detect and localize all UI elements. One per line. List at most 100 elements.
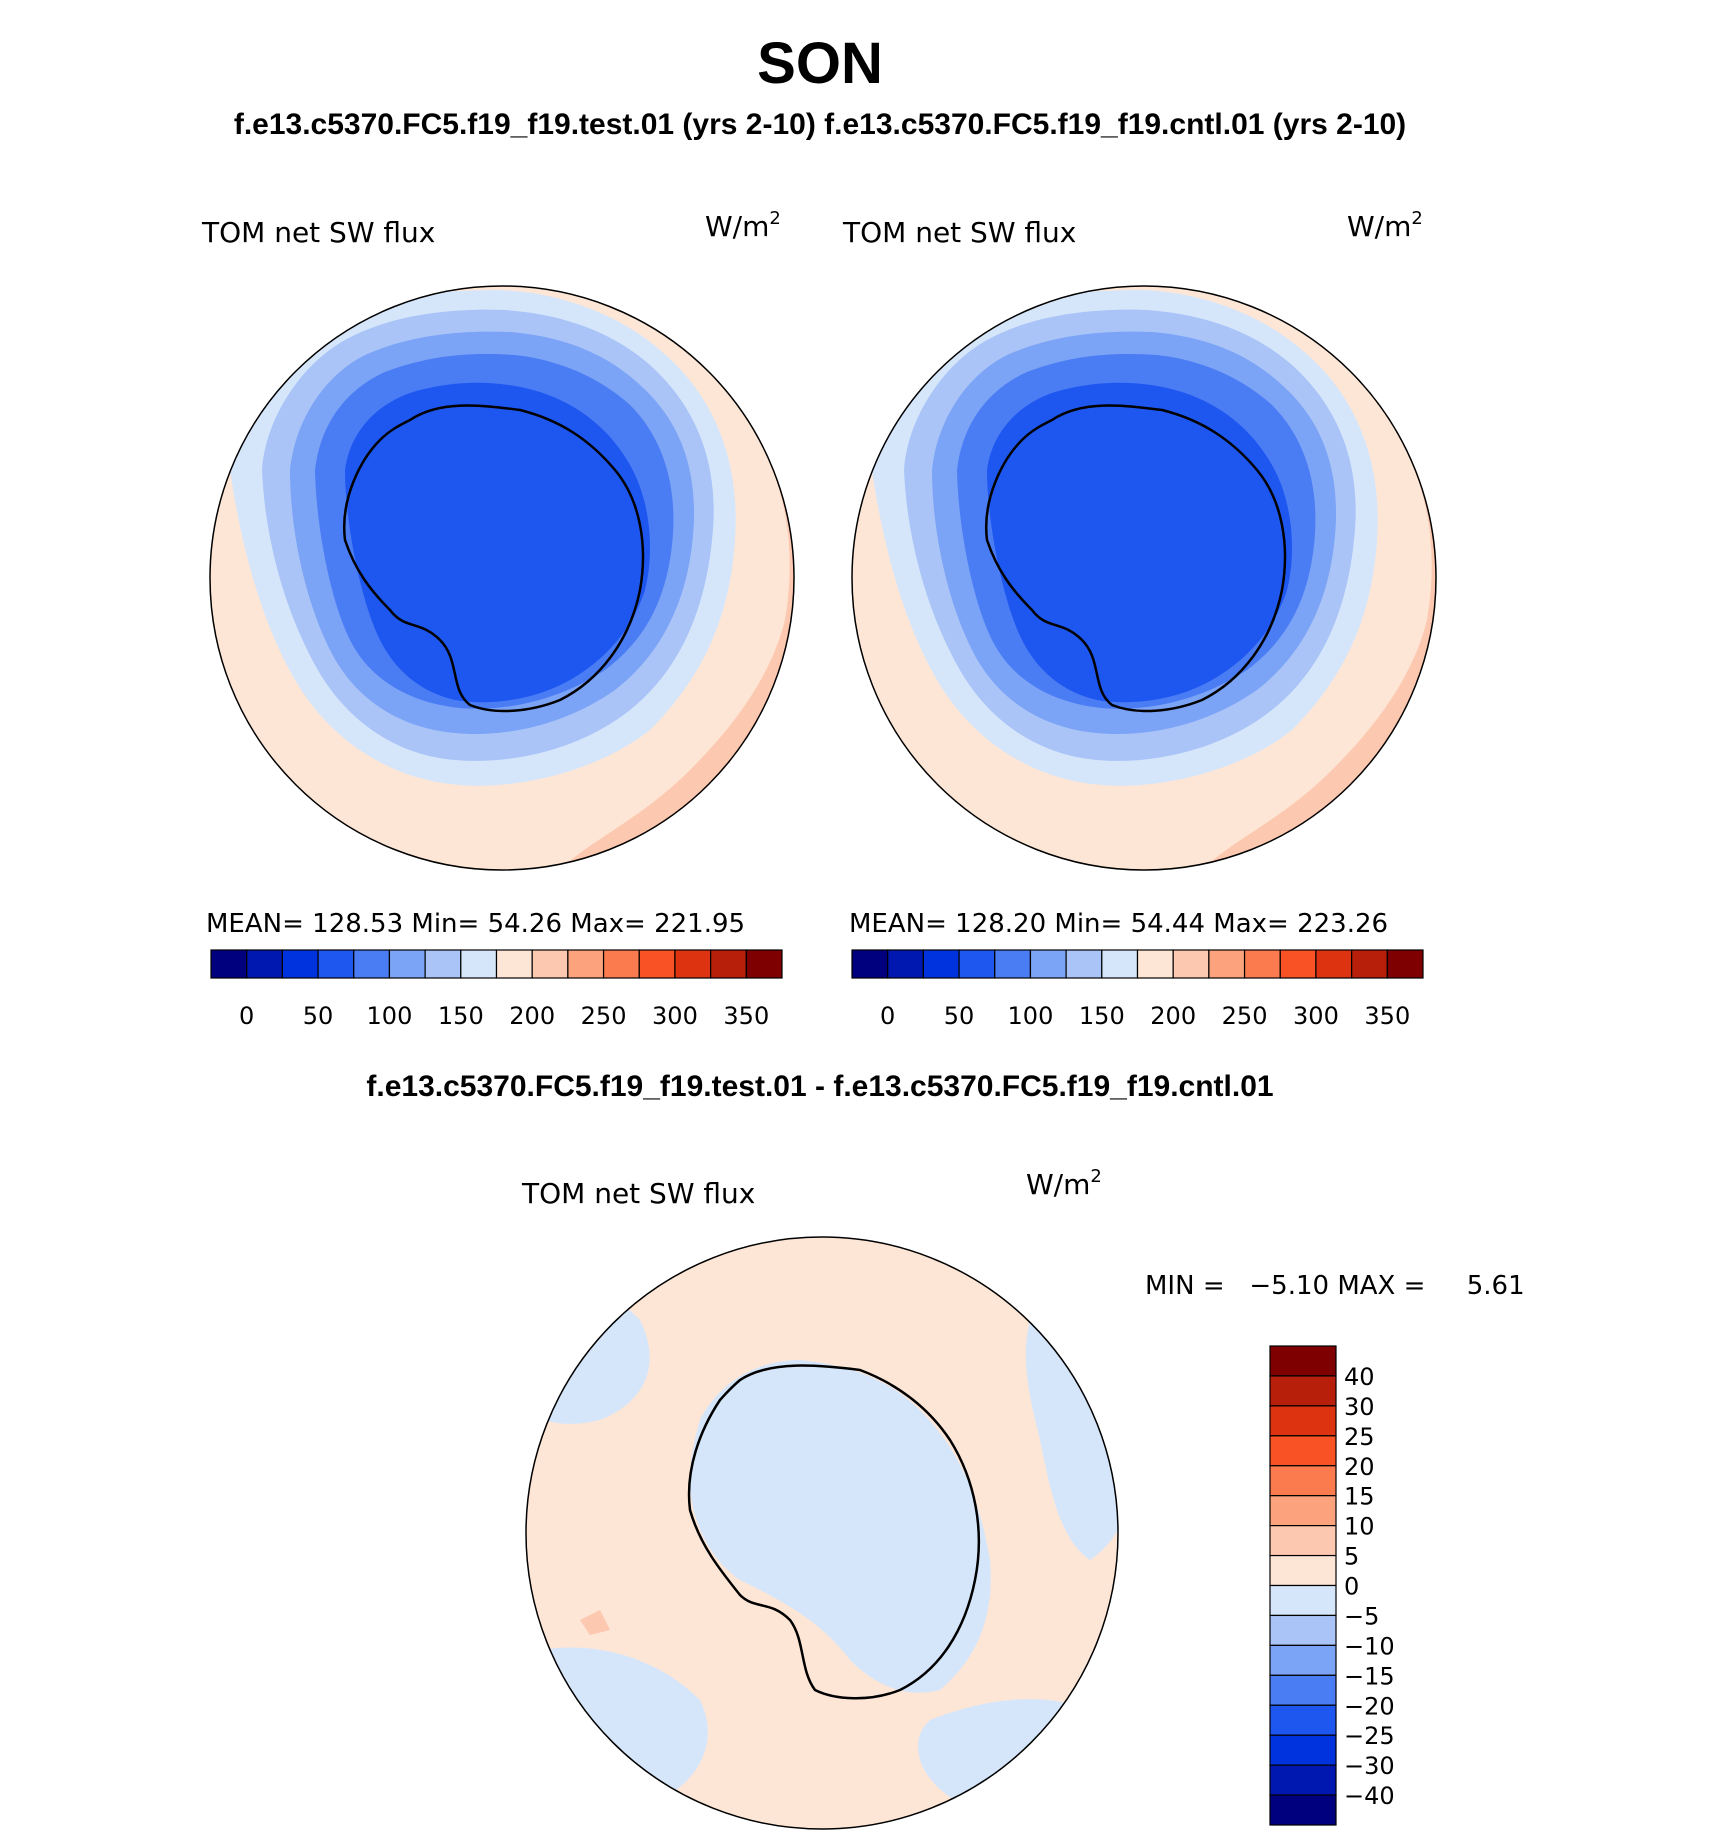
- colorbar-test-tick-label: 50: [303, 1002, 334, 1030]
- colorbar-difference-tick-label: −5: [1344, 1602, 1379, 1630]
- colorbar-test-swatch: [567, 949, 605, 979]
- panel-diff-stats: MIN = −5.10 MAX = 5.61: [1145, 1271, 1525, 1301]
- map-border-control: [851, 285, 1437, 871]
- colorbar-test-swatch: [353, 949, 391, 979]
- colorbar-test-swatch: [281, 949, 319, 979]
- colorbar-difference-tick-label: 10: [1344, 1513, 1375, 1541]
- colorbar-control-swatch: [922, 949, 960, 979]
- colorbar-test-tick-label: 150: [438, 1002, 484, 1030]
- page-title: SON: [757, 31, 883, 96]
- colorbar-difference-tick-label: −30: [1344, 1752, 1395, 1780]
- panel-test-stats: MEAN= 128.53 Min= 54.26 Max= 221.95: [206, 909, 745, 939]
- colorbar-difference-swatch: [1269, 1644, 1337, 1676]
- colorbar-difference-swatch: [1269, 1674, 1337, 1706]
- colorbar-difference-tick-label: −15: [1344, 1662, 1395, 1690]
- colorbar-control-swatch: [994, 949, 1032, 979]
- panel-test: TOM net SW flux W/m2 MEAN= 128.53 Min= 5…: [201, 208, 795, 1030]
- colorbar-difference-swatch: [1269, 1405, 1337, 1437]
- map-border-difference: [525, 1236, 1119, 1830]
- colorbar-control-swatch: [958, 949, 996, 979]
- colorbar-test-tick-label: 300: [652, 1002, 698, 1030]
- colorbar-test-swatch: [388, 949, 426, 979]
- panel-diff-variable: TOM net SW flux: [521, 1177, 755, 1210]
- polar-map-control: [852, 286, 1436, 870]
- map-border-test: [209, 285, 795, 871]
- colorbar-control: 0 50 100 150 200 250 300 350: [851, 949, 1424, 1030]
- colorbar-difference-tick-label: 5: [1344, 1543, 1359, 1571]
- colorbar-control-swatch: [851, 949, 889, 979]
- colorbar-difference-swatch: [1269, 1614, 1337, 1646]
- colorbar-difference-swatch: [1269, 1794, 1337, 1826]
- colorbar-difference-tick-label: 15: [1344, 1483, 1375, 1511]
- colorbar-difference-swatch: [1269, 1584, 1337, 1617]
- colorbar-difference-tick-label: 0: [1344, 1573, 1359, 1601]
- colorbar-difference-tick-label: 40: [1344, 1363, 1375, 1391]
- colorbar-control-swatch: [1136, 949, 1174, 979]
- colorbar-control-swatch: [887, 949, 924, 979]
- coastline-test: [342, 404, 645, 713]
- colorbar-test-swatch: [531, 949, 569, 979]
- colorbar-difference-swatch: [1269, 1435, 1337, 1467]
- colorbar-difference-tick-label: 25: [1344, 1423, 1375, 1451]
- colorbar-control-swatch: [1243, 949, 1281, 979]
- colorbar-difference-swatch: [1269, 1465, 1337, 1497]
- colorbar-control-swatch: [1172, 949, 1210, 979]
- colorbar-test-tick-label: 0: [239, 1002, 254, 1030]
- colorbar-difference-tick-label: −10: [1344, 1632, 1395, 1660]
- polar-map-difference: [526, 1237, 1118, 1829]
- colorbar-test-swatch: [424, 949, 462, 979]
- colorbar-control-swatch: [1279, 949, 1317, 979]
- colorbar-control-tick-label: 250: [1222, 1002, 1268, 1030]
- colorbar-test-swatch: [317, 949, 355, 979]
- colorbar-control-swatch: [1208, 949, 1246, 979]
- colorbar-difference-swatch: [1269, 1495, 1337, 1527]
- coastline-difference: [687, 1364, 981, 1700]
- page-subtitle: f.e13.c5370.FC5.f19_f19.test.01 (yrs 2-1…: [233, 108, 1407, 141]
- colorbar-test-swatch: [638, 949, 676, 979]
- colorbar-difference-swatch: [1269, 1764, 1337, 1796]
- colorbar-difference-tick-label: −40: [1344, 1782, 1395, 1810]
- colorbar-test-swatch: [674, 949, 712, 979]
- colorbar-test-tick-label: 350: [723, 1002, 769, 1030]
- colorbar-test-swatch: [745, 949, 783, 979]
- colorbar-control-tick-label: 50: [944, 1002, 975, 1030]
- colorbar-control-swatch: [1065, 949, 1103, 979]
- colorbar-difference-swatch: [1269, 1554, 1337, 1587]
- colorbar-test-tick-label: 100: [367, 1002, 413, 1030]
- colorbar-difference-tick-label: −20: [1344, 1692, 1395, 1720]
- panel-diff-units: W/m2: [1026, 1166, 1102, 1201]
- panel-control-stats: MEAN= 128.20 Min= 54.44 Max= 223.26: [849, 909, 1388, 939]
- colorbar-control-tick-label: 350: [1364, 1002, 1410, 1030]
- colorbar-control-tick-label: 150: [1079, 1002, 1125, 1030]
- colorbar-test-swatch: [460, 949, 498, 979]
- colorbar-control-tick-label: 300: [1293, 1002, 1339, 1030]
- colorbar-test: 0 50 100 150 200 250 300 350: [210, 949, 783, 1030]
- colorbar-control-swatch: [1101, 949, 1139, 979]
- colorbar-difference-tick-label: 30: [1344, 1393, 1375, 1421]
- colorbar-difference-tick-label: 20: [1344, 1453, 1375, 1481]
- colorbar-control-swatch: [1315, 949, 1353, 979]
- panel-control-variable: TOM net SW flux: [842, 216, 1076, 249]
- colorbar-test-swatch: [246, 949, 283, 979]
- panel-control-units: W/m2: [1347, 208, 1423, 243]
- colorbar-test-tick-label: 200: [509, 1002, 555, 1030]
- colorbar-control-tick-label: 200: [1150, 1002, 1196, 1030]
- colorbar-control-tick-label: 0: [880, 1002, 895, 1030]
- colorbar-test-swatch: [602, 949, 640, 979]
- colorbar-control-swatch: [1351, 949, 1388, 979]
- colorbar-difference-swatch: [1269, 1704, 1337, 1736]
- colorbar-test-swatch: [495, 949, 533, 979]
- colorbar-control-tick-label: 100: [1008, 1002, 1054, 1030]
- colorbar-difference-swatch: [1269, 1375, 1337, 1407]
- colorbar-control-swatch: [1029, 949, 1067, 979]
- colorbar-difference-swatch: [1269, 1734, 1337, 1766]
- colorbar-test-swatch: [710, 949, 747, 979]
- colorbar-difference-swatch: [1269, 1525, 1337, 1557]
- colorbar-difference-tick-label: −25: [1344, 1722, 1395, 1750]
- panel-test-variable: TOM net SW flux: [201, 216, 435, 249]
- coastline-control: [984, 404, 1287, 713]
- colorbar-control-swatch: [1386, 949, 1424, 979]
- panel-difference: TOM net SW flux W/m2 MIN = −5.10 MAX = 5…: [521, 1166, 1525, 1830]
